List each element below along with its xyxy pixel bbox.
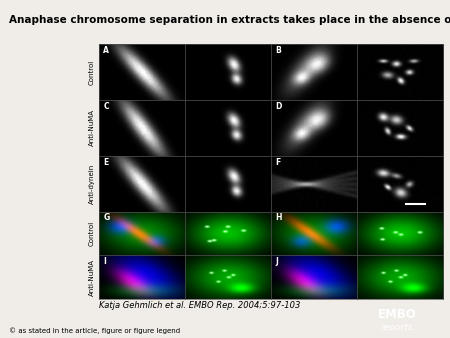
Text: reports: reports	[381, 323, 414, 332]
Text: Katja Gehmlich et al. EMBO Rep. 2004;5:97-103: Katja Gehmlich et al. EMBO Rep. 2004;5:9…	[99, 301, 301, 310]
Text: Anaphase chromosome separation in extracts takes place in the absence of intact : Anaphase chromosome separation in extrac…	[9, 15, 450, 25]
Text: Anti-NuMA: Anti-NuMA	[89, 259, 94, 296]
Text: J: J	[275, 257, 278, 266]
Text: EMBO: EMBO	[378, 308, 417, 321]
Text: H: H	[275, 213, 282, 222]
Text: Control: Control	[89, 221, 94, 246]
Text: Control: Control	[89, 59, 94, 84]
Text: Anti-dynein: Anti-dynein	[89, 164, 94, 204]
Text: E: E	[104, 158, 108, 167]
Text: F: F	[275, 158, 281, 167]
Text: A: A	[104, 46, 109, 55]
Text: I: I	[104, 257, 106, 266]
Text: G: G	[104, 213, 109, 222]
Text: C: C	[104, 102, 109, 111]
Text: Anti-NuMA: Anti-NuMA	[89, 109, 94, 146]
Text: D: D	[275, 102, 282, 111]
Text: © as stated in the article, figure or figure legend: © as stated in the article, figure or fi…	[9, 327, 180, 334]
Text: B: B	[275, 46, 281, 55]
